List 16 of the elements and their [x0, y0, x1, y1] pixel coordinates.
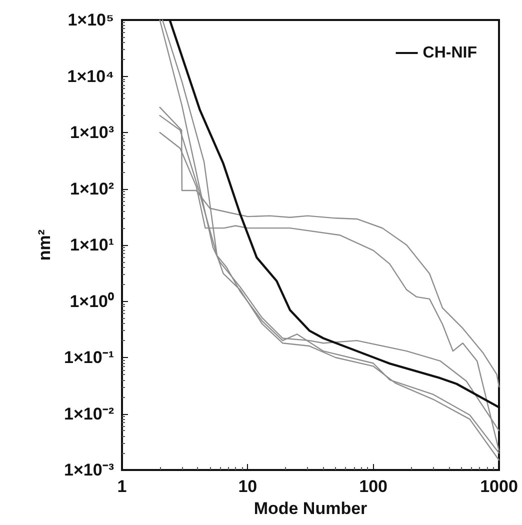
x-tick-label: 1000	[480, 477, 518, 496]
x-tick-label: 10	[238, 477, 258, 496]
y-tick-label: 1×10⁵	[68, 10, 114, 30]
x-axis-title: Mode Number	[254, 498, 368, 518]
y-tick-label: 1×10⁻²	[64, 404, 114, 424]
y-axis-title: nm²	[35, 229, 54, 261]
y-tick-label: 1×10⁻³	[64, 460, 114, 480]
y-tick-label: 1×10³	[70, 123, 114, 142]
y-tick-label: 1×10⁴	[67, 66, 114, 86]
x-tick-label: 1	[117, 477, 127, 496]
y-tick-label: 1×10¹	[70, 236, 114, 254]
legend-label: CH-NIF	[422, 44, 478, 62]
y-tick-label: 1×10²	[70, 179, 114, 198]
y-tick-label: 1×10⁻¹	[64, 348, 114, 367]
x-tick-label: 100	[359, 477, 388, 496]
y-tick-label: 1×10⁰	[70, 292, 114, 311]
